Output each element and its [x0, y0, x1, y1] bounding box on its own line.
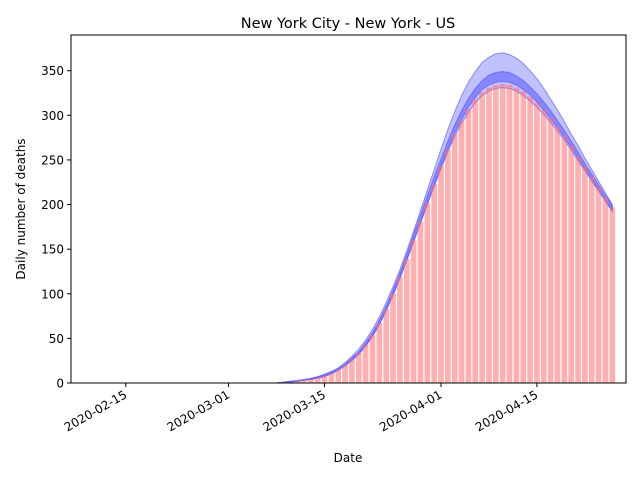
y-tick-label: 50 [49, 332, 64, 346]
bar [499, 84, 506, 383]
bar [417, 221, 424, 383]
bar [349, 358, 355, 383]
bar [335, 369, 342, 383]
chart-title: New York City - New York - US [241, 16, 456, 32]
bar [554, 126, 561, 383]
bar [465, 109, 472, 383]
bar [534, 102, 540, 383]
bar [397, 276, 403, 383]
bar [609, 207, 616, 383]
bars [280, 84, 616, 384]
bar [383, 308, 389, 383]
bar [308, 379, 314, 383]
bar [369, 334, 376, 383]
y-axis-label: Daily number of deaths [14, 138, 28, 279]
bar [390, 293, 396, 383]
bar [314, 377, 321, 383]
bar [506, 84, 513, 383]
bar [472, 99, 479, 383]
bar [342, 365, 348, 383]
bar [547, 117, 554, 383]
x-axis-label: Date [334, 451, 363, 465]
bar [424, 202, 431, 383]
bar [527, 96, 533, 383]
bar [595, 186, 602, 383]
bar [328, 373, 335, 383]
bar [451, 134, 458, 383]
bar [561, 135, 568, 383]
bar [294, 381, 300, 383]
y-tick-label: 250 [41, 153, 64, 167]
y-tick-label: 0 [56, 377, 64, 391]
bar [438, 166, 444, 383]
bar [301, 380, 307, 383]
bar [321, 375, 328, 383]
y-tick-label: 350 [41, 64, 64, 78]
bar [376, 323, 383, 383]
bar [568, 145, 574, 383]
bar [403, 258, 410, 383]
y-tick-label: 300 [41, 109, 64, 123]
plot-frame [70, 34, 627, 384]
y-tick-label: 150 [41, 243, 64, 257]
y-tick-label: 200 [41, 198, 64, 212]
bar [540, 109, 547, 383]
bar [513, 87, 520, 384]
bar [458, 120, 465, 383]
bar [486, 87, 492, 384]
bar [362, 344, 369, 383]
bar [493, 84, 499, 383]
bar [582, 166, 588, 383]
bar [575, 156, 581, 383]
bar [520, 91, 527, 383]
bar [602, 197, 609, 383]
bar [445, 149, 451, 383]
bar [355, 352, 362, 383]
bar [479, 92, 485, 384]
bar [410, 240, 417, 383]
y-axis: 0 50 100 150 200 250 300 350 [41, 64, 71, 391]
bar [588, 176, 595, 383]
bar [431, 184, 437, 383]
y-tick-label: 100 [41, 287, 64, 301]
